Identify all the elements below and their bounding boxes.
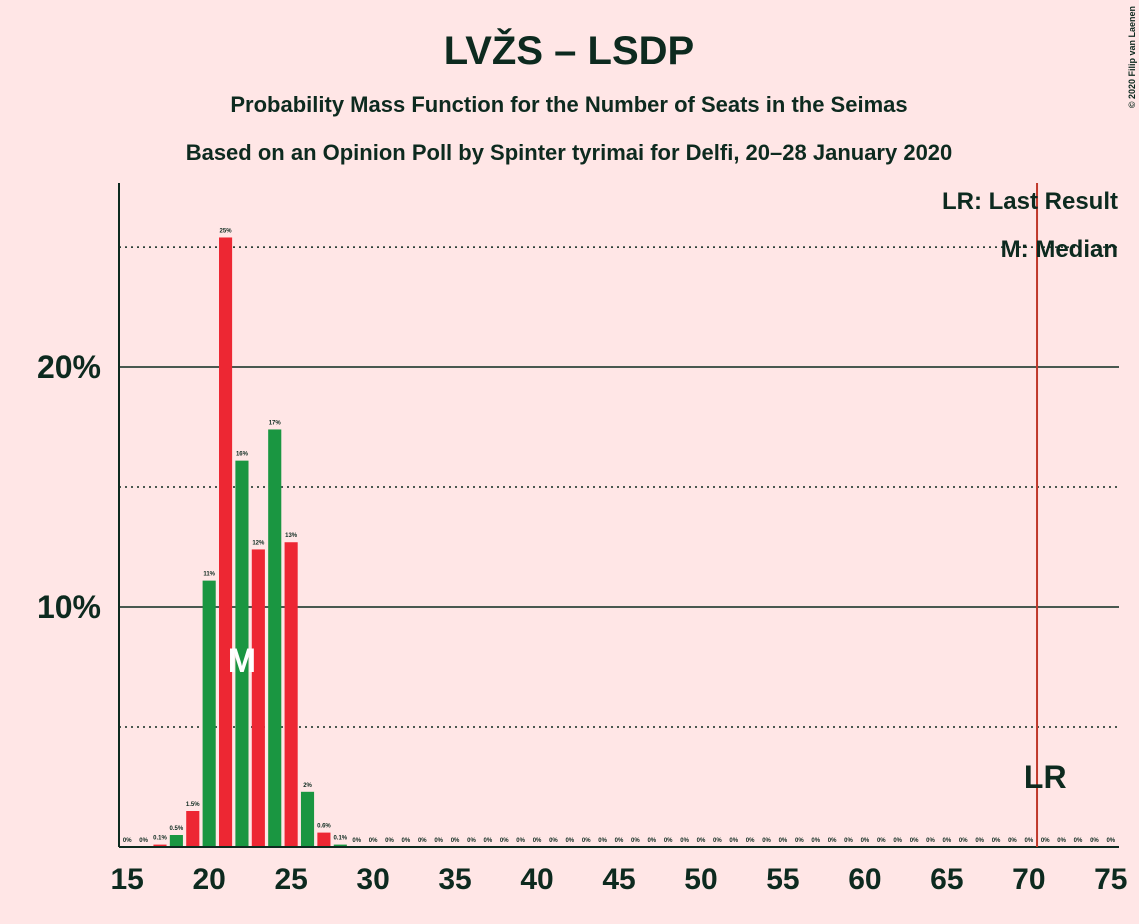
value-label: 0% bbox=[434, 838, 443, 844]
x-tick-label: 70 bbox=[1012, 863, 1045, 896]
value-label: 0% bbox=[680, 838, 689, 844]
value-label: 0% bbox=[533, 838, 542, 844]
bar bbox=[153, 844, 167, 847]
x-tick-label: 15 bbox=[111, 863, 144, 896]
median-marker: M bbox=[228, 642, 256, 680]
value-label: 16% bbox=[236, 452, 249, 458]
value-label: 0% bbox=[697, 838, 706, 844]
x-tick-label: 30 bbox=[356, 863, 389, 896]
value-label: 0% bbox=[647, 838, 656, 844]
value-label: 0% bbox=[1008, 838, 1017, 844]
value-label: 0% bbox=[500, 838, 509, 844]
bar bbox=[169, 835, 183, 847]
value-label: 0% bbox=[369, 838, 378, 844]
x-tick-label: 35 bbox=[438, 863, 471, 896]
x-tick-label: 50 bbox=[684, 863, 717, 896]
subtitle: Probability Mass Function for the Number… bbox=[230, 92, 907, 117]
chart-title: LVŽS – LSDP bbox=[444, 27, 694, 73]
x-tick-label: 55 bbox=[766, 863, 799, 896]
value-label: 0.6% bbox=[317, 824, 331, 830]
x-tick-label: 60 bbox=[848, 863, 881, 896]
x-tick-label: 45 bbox=[602, 863, 635, 896]
value-label: 13% bbox=[285, 533, 298, 539]
last-result-label: LR bbox=[1024, 759, 1067, 795]
copyright: © 2020 Filip van Laenen bbox=[1127, 6, 1137, 108]
x-tick-label: 20 bbox=[192, 863, 225, 896]
bar bbox=[251, 549, 265, 847]
value-label: 12% bbox=[252, 540, 265, 546]
legend-entry: LR: Last Result bbox=[942, 188, 1118, 215]
value-label: 0% bbox=[844, 838, 853, 844]
bar bbox=[317, 832, 331, 847]
value-label: 0% bbox=[762, 838, 771, 844]
value-label: 0% bbox=[893, 838, 902, 844]
value-label: 0.1% bbox=[333, 836, 347, 842]
bar bbox=[268, 429, 282, 847]
value-label: 0% bbox=[615, 838, 624, 844]
value-label: 2% bbox=[303, 783, 312, 789]
value-label: 0% bbox=[352, 838, 361, 844]
bar bbox=[186, 811, 200, 847]
value-label: 1.5% bbox=[186, 802, 200, 808]
subtitle: Based on an Opinion Poll by Spinter tyri… bbox=[186, 140, 953, 165]
value-label: 0.1% bbox=[153, 836, 167, 842]
bar bbox=[202, 580, 216, 847]
value-label: 0% bbox=[746, 838, 755, 844]
value-label: 0% bbox=[1074, 838, 1083, 844]
value-label: 17% bbox=[269, 420, 282, 426]
legend-entry: M: Median bbox=[1001, 236, 1118, 263]
value-label: 0% bbox=[139, 838, 148, 844]
value-label: 0% bbox=[1041, 838, 1050, 844]
bar bbox=[235, 460, 249, 847]
value-label: 0% bbox=[1106, 838, 1115, 844]
value-label: 0% bbox=[1025, 838, 1034, 844]
value-label: 0% bbox=[582, 838, 591, 844]
x-tick-label: 65 bbox=[930, 863, 963, 896]
y-tick-label: 10% bbox=[37, 589, 101, 625]
value-label: 0% bbox=[795, 838, 804, 844]
value-label: 0% bbox=[484, 838, 493, 844]
value-label: 0% bbox=[598, 838, 607, 844]
value-label: 0% bbox=[975, 838, 984, 844]
value-label: 0% bbox=[828, 838, 837, 844]
value-label: 11% bbox=[203, 572, 215, 578]
value-label: 0% bbox=[943, 838, 952, 844]
x-tick-label: 40 bbox=[520, 863, 553, 896]
value-label: 0.5% bbox=[170, 826, 184, 832]
value-label: 0% bbox=[861, 838, 870, 844]
value-label: 0% bbox=[565, 838, 574, 844]
value-label: 0% bbox=[451, 838, 460, 844]
x-tick-label: 75 bbox=[1094, 863, 1127, 896]
value-label: 25% bbox=[220, 228, 233, 234]
value-label: 0% bbox=[992, 838, 1001, 844]
value-label: 0% bbox=[877, 838, 886, 844]
bar bbox=[219, 237, 233, 847]
value-label: 0% bbox=[779, 838, 788, 844]
x-tick-label: 25 bbox=[274, 863, 307, 896]
bar bbox=[300, 791, 315, 847]
value-label: 0% bbox=[664, 838, 673, 844]
value-label: 0% bbox=[418, 838, 427, 844]
value-label: 0% bbox=[959, 838, 968, 844]
value-label: 0% bbox=[385, 838, 394, 844]
value-label: 0% bbox=[549, 838, 558, 844]
bar bbox=[284, 542, 298, 847]
value-label: 0% bbox=[910, 838, 919, 844]
y-tick-label: 20% bbox=[37, 349, 101, 385]
value-label: 0% bbox=[729, 838, 738, 844]
value-label: 0% bbox=[811, 838, 820, 844]
value-label: 0% bbox=[926, 838, 935, 844]
value-label: 0% bbox=[123, 838, 132, 844]
bar bbox=[333, 844, 347, 847]
value-label: 0% bbox=[402, 838, 411, 844]
value-label: 0% bbox=[631, 838, 640, 844]
value-label: 0% bbox=[516, 838, 525, 844]
value-label: 0% bbox=[1057, 838, 1066, 844]
value-label: 0% bbox=[1090, 838, 1099, 844]
value-label: 0% bbox=[467, 838, 476, 844]
value-label: 0% bbox=[713, 838, 722, 844]
